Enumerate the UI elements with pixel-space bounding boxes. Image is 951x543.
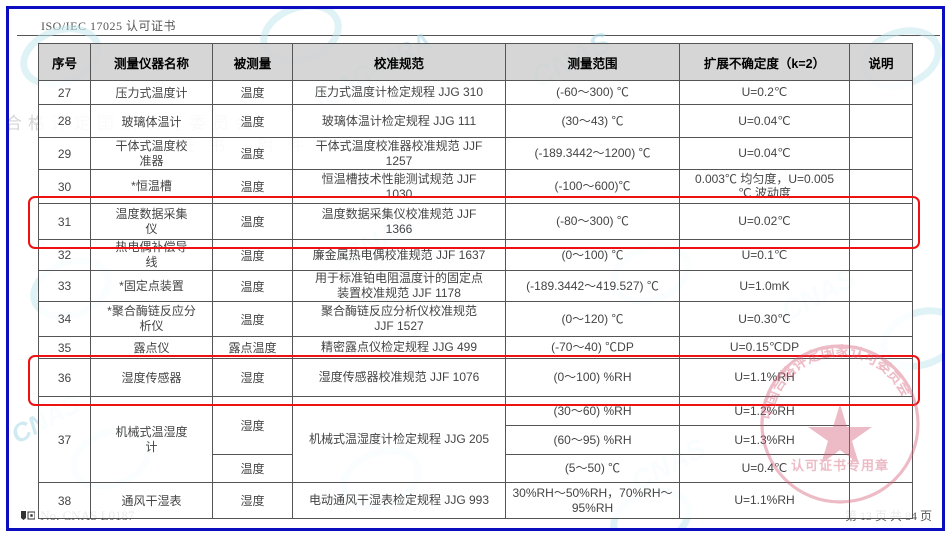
svg-text:中国合格评定国家认可委员会: 中国合格评定国家认可委员会 — [759, 343, 915, 421]
svg-text:认可证书专用章: 认可证书专用章 — [791, 458, 889, 473]
